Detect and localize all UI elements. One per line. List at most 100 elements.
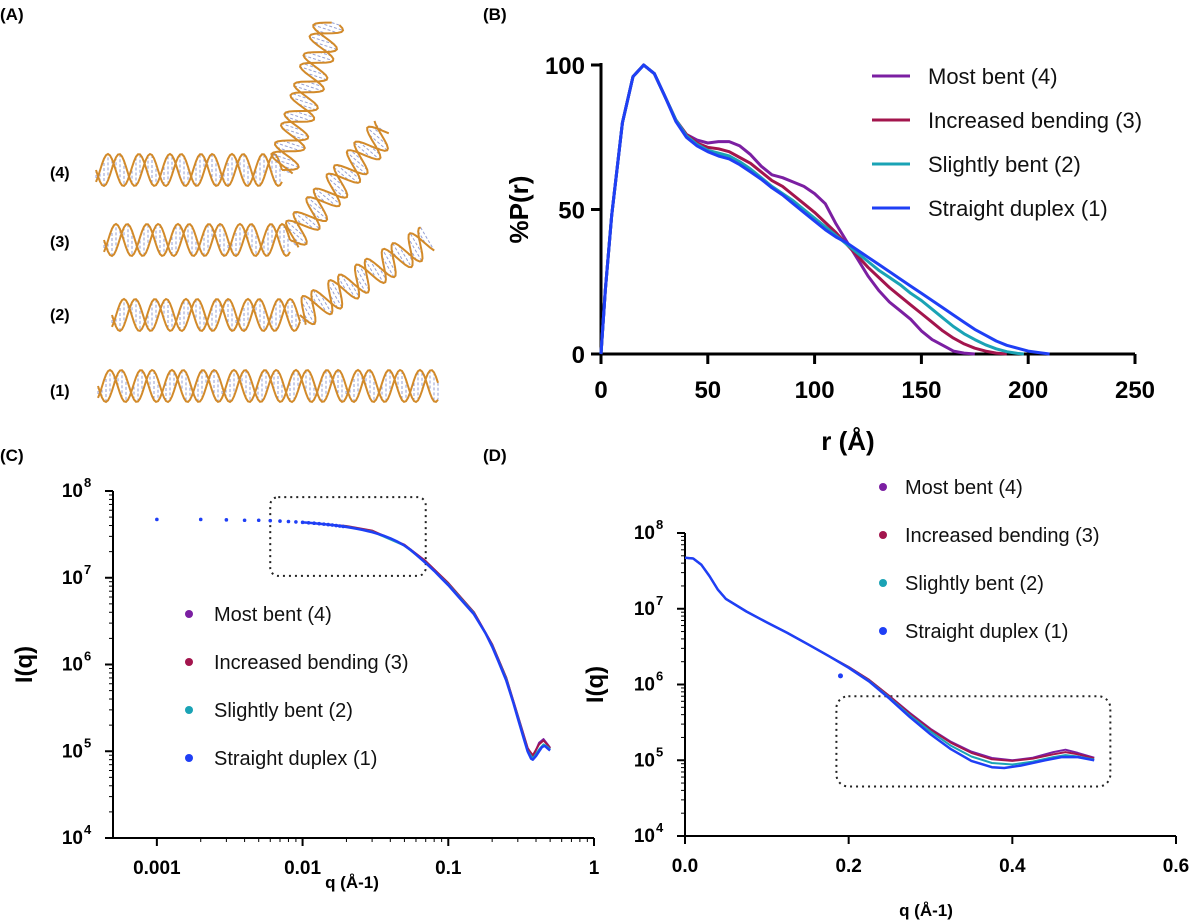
helix-2-segment-1 <box>111 297 301 333</box>
c-y-tick-label-2: 10 <box>62 655 83 676</box>
c-data-point <box>334 523 338 528</box>
c-y-tick-exponent-4: 8 <box>84 475 91 490</box>
c-data-point <box>300 520 305 525</box>
b-x-tick-label-50: 50 <box>694 377 721 404</box>
c-legend-marker-1 <box>185 754 193 762</box>
d-y-tick-exponent-2: 6 <box>656 669 663 684</box>
b-y-axis-title: %P(r) <box>504 176 534 244</box>
c-data-point <box>256 518 261 523</box>
structure-label-4: (4) <box>50 165 70 182</box>
c-data-point <box>268 518 273 523</box>
d-series-line-1 <box>684 556 1095 770</box>
c-x-axis-title: q (Å-1) <box>325 873 379 892</box>
c-data-point <box>224 518 229 522</box>
panel-label-b: (B) <box>483 5 507 24</box>
d-x-tick-label-3: 0.6 <box>1163 856 1189 877</box>
helix-4-segment-2 <box>270 21 345 175</box>
c-series-line-4 <box>328 523 551 759</box>
panel-label-c: (C) <box>0 446 24 465</box>
c-x-tick-label-1: 0.01 <box>284 858 321 879</box>
c-data-point <box>198 517 203 522</box>
structure-label-1: (1) <box>50 383 70 400</box>
b-y-tick-label-0: 0 <box>572 342 585 369</box>
c-legend-label-3: Increased bending (3) <box>214 652 409 674</box>
b-y-tick-label-50: 50 <box>558 198 585 225</box>
c-data-point <box>306 520 311 525</box>
c-legend-label-4: Most bent (4) <box>214 604 332 626</box>
helix-3-segment-2-strand-b <box>284 125 390 248</box>
b-x-tick-label-150: 150 <box>901 377 941 404</box>
c-y-tick-exponent-3: 7 <box>84 562 91 577</box>
dna-helix-models <box>95 21 439 404</box>
d-y-tick-exponent-4: 8 <box>656 517 663 532</box>
d-legend-label-3: Increased bending (3) <box>905 525 1100 547</box>
b-legend-label-3: Increased bending (3) <box>928 108 1142 133</box>
c-data-point <box>330 523 335 527</box>
b-x-axis-title: r (Å) <box>821 426 874 456</box>
d-legend-label-1: Straight duplex (1) <box>905 621 1068 643</box>
b-x-tick-label-250: 250 <box>1115 377 1155 404</box>
b-y-tick-label-100: 100 <box>545 53 585 80</box>
chart-b-pair-distance: 0 50 100 150 200 250 0 50 100 r (Å) %P(r) Most bent… <box>504 53 1155 456</box>
helix-3-segment-1-strand-b <box>103 222 291 258</box>
d-y-tick-label-0: 10 <box>634 826 655 847</box>
helix-3-segment-2-strand-a <box>289 120 389 246</box>
d-y-tick-label-1: 10 <box>634 750 655 771</box>
helix-2-segment-2 <box>299 226 435 326</box>
d-y-tick-exponent-3: 7 <box>656 593 663 608</box>
c-x-tick-label-0: 0.001 <box>133 858 181 879</box>
c-legend-marker-3 <box>185 658 193 666</box>
b-x-tick-label-100: 100 <box>795 377 835 404</box>
c-data-point <box>322 522 326 526</box>
c-y-tick-label-4: 10 <box>62 481 83 502</box>
d-y-tick-label-4: 10 <box>634 523 655 544</box>
c-y-axis-title: I(q) <box>11 646 38 683</box>
helix-2-segment-2-strand-a <box>299 226 424 326</box>
c-zoom-box <box>269 496 427 577</box>
helix-4-segment-2-strand-a <box>273 21 338 171</box>
c-y-tick-exponent-2: 6 <box>84 649 91 664</box>
d-legend-marker-3 <box>879 531 887 539</box>
c-data-point <box>286 519 291 524</box>
d-legend-marker-1 <box>879 627 887 635</box>
c-series-line-3 <box>328 523 551 757</box>
c-legend-marker-2 <box>185 706 193 714</box>
c-legend-label-1: Straight duplex (1) <box>214 748 377 770</box>
d-y-tick-label-3: 10 <box>634 599 655 620</box>
panel-a-structures: (4) (3) (2) (1) <box>50 21 439 404</box>
helix-4-segment-2-strand-b <box>270 24 345 175</box>
helix-1 <box>97 368 439 404</box>
helix-4-segment-1-strand-b <box>95 152 283 188</box>
c-y-tick-exponent-0: 4 <box>84 822 92 837</box>
c-data-point <box>278 519 282 523</box>
b-legend-label-4: Most bent (4) <box>928 64 1058 89</box>
c-series-line-2 <box>328 523 551 760</box>
c-data-point <box>312 521 316 526</box>
c-legend-label-2: Slightly bent (2) <box>214 700 353 722</box>
c-y-tick-label-1: 10 <box>62 741 83 762</box>
helix-2-segment-1-strand-b <box>111 297 301 333</box>
helix-1-strand-a <box>97 368 439 404</box>
d-y-tick-exponent-1: 5 <box>656 744 663 759</box>
d-legend-marker-4 <box>879 483 887 491</box>
helix-1-strand-b <box>97 368 439 404</box>
d-y-axis-title: I(q) <box>582 666 609 703</box>
d-x-tick-label-0: 0.0 <box>672 856 698 877</box>
d-legend-marker-2 <box>879 579 887 587</box>
c-data-point <box>317 521 321 526</box>
b-x-tick-label-200: 200 <box>1008 377 1048 404</box>
helix-2-segment-2-strand-b <box>300 232 435 325</box>
helix-3-segment-1-strand-a <box>103 222 291 258</box>
d-legend-label-2: Slightly bent (2) <box>905 573 1044 595</box>
helix-4-segment-2-base-pairs <box>271 22 344 174</box>
panel-label-a: (A) <box>0 5 24 24</box>
b-legend-label-1: Straight duplex (1) <box>928 196 1108 221</box>
d-x-axis-title: q (Å-1) <box>899 901 953 920</box>
structure-label-2: (2) <box>50 307 70 324</box>
c-data-point <box>155 517 159 522</box>
c-data-point <box>326 522 331 527</box>
d-y-tick-exponent-0: 4 <box>656 820 664 835</box>
c-y-tick-label-3: 10 <box>62 568 83 589</box>
